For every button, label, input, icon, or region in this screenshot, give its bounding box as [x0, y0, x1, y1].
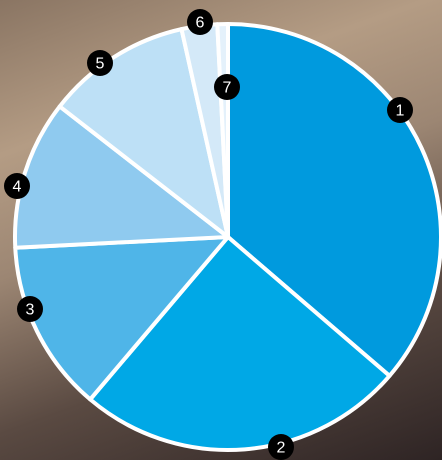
- slice-label: 5: [96, 56, 105, 73]
- slice-label: 3: [26, 302, 35, 319]
- slice-label: 2: [277, 440, 286, 457]
- screen: 1 2 3 4 5 6 7: [0, 0, 442, 460]
- chart: 1 2 3 4 5 6 7: [0, 0, 442, 460]
- slice-label: 1: [396, 103, 405, 120]
- slice-label: 7: [223, 80, 232, 97]
- slice-label: 4: [13, 179, 22, 196]
- slice-label: 6: [196, 15, 205, 32]
